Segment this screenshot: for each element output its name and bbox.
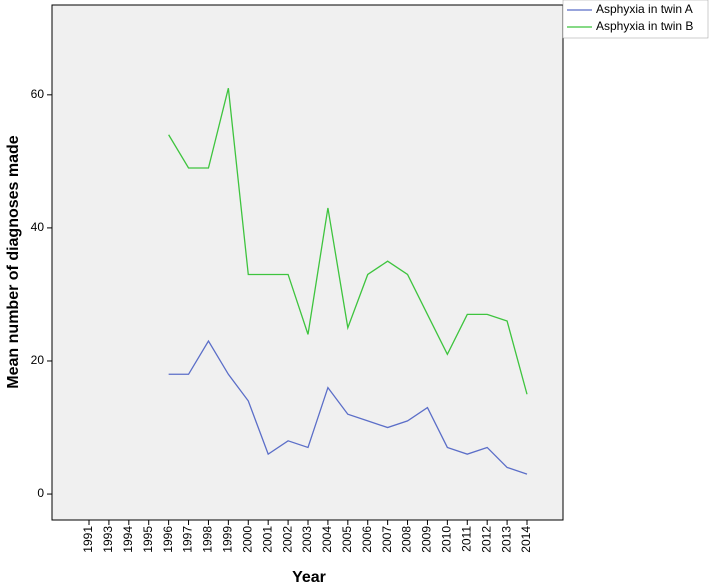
x-tick-label: 2012 bbox=[479, 526, 493, 553]
series-line bbox=[168, 339, 528, 475]
x-tick-label: 2002 bbox=[280, 526, 294, 553]
x-tick-label: 2010 bbox=[440, 526, 454, 553]
x-tick-label: 1996 bbox=[161, 526, 175, 553]
legend-box bbox=[562, 0, 709, 39]
y-tick-label: 60 bbox=[31, 87, 45, 101]
x-tick-label: 2004 bbox=[320, 526, 334, 553]
x-tick-label: 1998 bbox=[201, 526, 215, 553]
y-tick-label: 40 bbox=[31, 220, 45, 234]
y-tick-label: 20 bbox=[31, 353, 45, 367]
x-tick-label: 1999 bbox=[221, 526, 235, 553]
x-axis-title: Year bbox=[292, 569, 326, 586]
y-axis-title: Mean number of diagnoses made bbox=[5, 135, 22, 388]
x-tick-label: 2008 bbox=[400, 526, 414, 553]
x-tick-label: 2005 bbox=[340, 526, 354, 553]
x-tick-label: 2007 bbox=[380, 526, 394, 553]
x-tick-label: 1991 bbox=[81, 526, 95, 553]
x-tick-label: 2013 bbox=[499, 526, 513, 553]
x-tick-label: 2001 bbox=[260, 526, 274, 553]
series-line bbox=[168, 88, 528, 395]
y-tick-label: 0 bbox=[37, 486, 44, 500]
x-tick-label: 1997 bbox=[181, 526, 195, 553]
x-tick-label: 1993 bbox=[101, 526, 115, 553]
x-tick-label: 2011 bbox=[459, 526, 473, 552]
x-tick-label: 1994 bbox=[121, 526, 135, 553]
x-tick-label: 2003 bbox=[300, 526, 314, 553]
legend-label: Asphyxia in twin B bbox=[596, 19, 693, 33]
plot-area bbox=[51, 4, 564, 521]
x-tick-label: 2006 bbox=[360, 526, 374, 553]
x-tick-label: 1995 bbox=[141, 526, 155, 553]
x-tick-label: 2009 bbox=[420, 526, 434, 553]
x-tick-label: 2000 bbox=[240, 526, 254, 553]
legend-label: Asphyxia in twin A bbox=[596, 2, 693, 16]
x-tick-label: 2014 bbox=[519, 526, 533, 553]
